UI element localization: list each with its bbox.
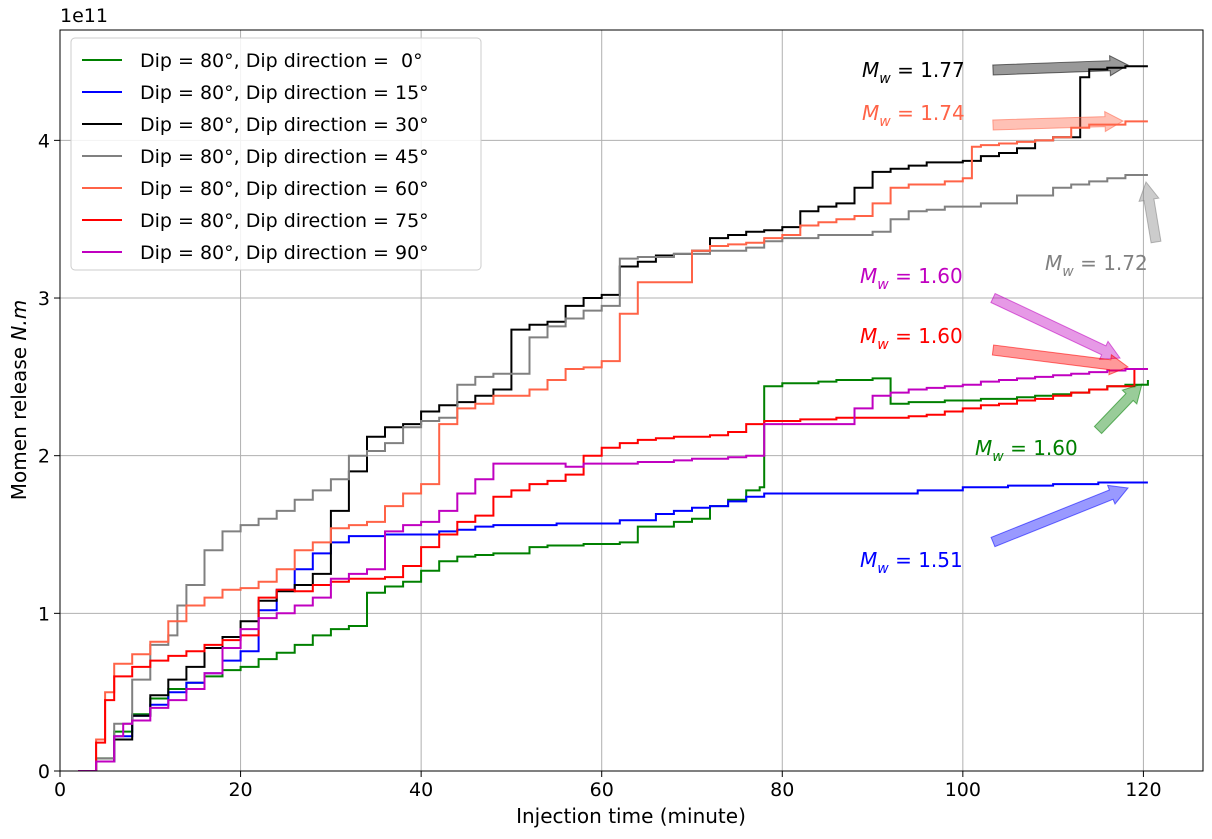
x-tick-label: 100 <box>945 779 981 801</box>
legend-label-6: Dip = 80°, Dip direction = 90° <box>140 242 429 264</box>
annotations-layer: Mw = 1.77 Mw = 1.74 Mw = 1.72 Mw = 1.60 Mw =… <box>860 54 1162 577</box>
legend-label-3: Dip = 80°, Dip direction = 45° <box>140 146 429 168</box>
legend-label-0: Dip = 80°, Dip direction = 0° <box>140 50 423 72</box>
annotation-arrow-6 <box>990 484 1129 548</box>
annotation-label-4: Mw = 1.60 <box>860 324 963 353</box>
annotation-label-6: Mw = 1.51 <box>860 548 963 577</box>
x-tick-label: 60 <box>590 779 614 801</box>
annotation-arrow-1 <box>992 110 1125 133</box>
legend-label-5: Dip = 80°, Dip direction = 75° <box>140 210 429 232</box>
y-axis-label-plain: Momen release <box>7 341 31 501</box>
y-tick-label: 0 <box>38 761 50 783</box>
annotation-label-3: Mw = 1.60 <box>860 264 963 293</box>
x-tick-label: 120 <box>1125 779 1161 801</box>
series-line-3 <box>78 174 1148 771</box>
annotation-label-1: Mw = 1.74 <box>862 101 965 130</box>
y-offset-label: 1e11 <box>60 5 108 27</box>
legend-label-1: Dip = 80°, Dip direction = 15° <box>140 82 429 104</box>
x-tick-label: 0 <box>54 779 66 801</box>
annotation-label-2: Mw = 1.72 <box>1045 251 1148 280</box>
x-tick-label: 80 <box>770 779 794 801</box>
x-tick-label: 40 <box>409 779 433 801</box>
y-tick-label: 1 <box>38 603 50 625</box>
y-axis-label-italic: N.m <box>7 300 31 341</box>
y-tick-label: 4 <box>38 130 50 152</box>
y-tick-label: 2 <box>38 446 50 468</box>
annotation-arrow-4 <box>991 344 1130 376</box>
legend: Dip = 80°, Dip direction = 0° Dip = 80°, … <box>70 37 482 271</box>
x-tick-label: 20 <box>228 779 252 801</box>
y-axis-label: Momen release N.m <box>7 300 31 500</box>
series-line-4 <box>78 120 1148 771</box>
legend-label-4: Dip = 80°, Dip direction = 60° <box>140 178 429 200</box>
annotation-arrow-3 <box>990 292 1121 360</box>
plot-frame <box>59 29 1204 772</box>
annotation-arrow-0 <box>992 54 1130 77</box>
y-tick-label: 3 <box>38 288 50 310</box>
axis-ticks: 0 20 40 60 80 100 120 0 1 2 3 4 <box>38 130 1162 801</box>
series-layer <box>78 65 1149 771</box>
annotation-arrow-5 <box>1093 383 1143 435</box>
series-line-6 <box>78 368 1148 771</box>
annotation-label-0: Mw = 1.77 <box>862 58 965 87</box>
legend-box <box>70 37 482 271</box>
series-line-0 <box>78 377 1149 771</box>
annotation-arrow-2 <box>1138 180 1162 244</box>
legend-label-2: Dip = 80°, Dip direction = 30° <box>140 114 429 136</box>
x-axis-label: Injection time (minute) <box>516 804 746 828</box>
annotation-label-5: Mw = 1.60 <box>975 436 1078 465</box>
